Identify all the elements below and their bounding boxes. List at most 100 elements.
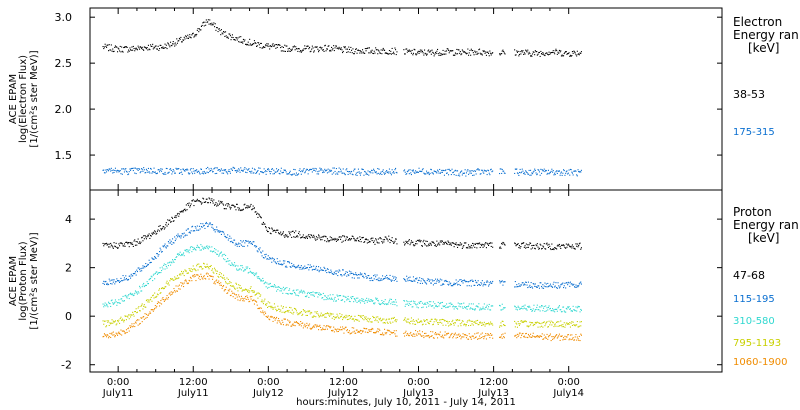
proton-series-5-point xyxy=(536,335,538,337)
proton-series-1-point xyxy=(272,230,274,232)
proton-series-1-point xyxy=(225,204,227,206)
proton-series-5-point xyxy=(247,297,249,299)
proton-series-1-point xyxy=(576,245,578,247)
proton-series-5-point xyxy=(415,333,417,335)
proton-series-1-point xyxy=(428,244,430,246)
electron-series-2-point xyxy=(309,169,311,171)
electron-series-1-point xyxy=(287,50,289,52)
proton-series-4-point xyxy=(344,315,346,317)
proton-series-4-point xyxy=(392,321,394,323)
proton-series-5-point xyxy=(416,335,418,337)
proton-series-3-point xyxy=(550,310,552,312)
proton-series-2-point xyxy=(474,284,476,286)
proton-series-4-point xyxy=(556,321,558,323)
proton-series-2-point xyxy=(108,278,110,280)
electron-series-2-point xyxy=(175,167,177,169)
proton-series-4-point xyxy=(267,306,269,308)
proton-series-1-point xyxy=(349,239,351,241)
electron-series-2-point xyxy=(262,172,264,174)
proton-series-4-point xyxy=(245,289,247,291)
proton-series-1-point xyxy=(224,208,226,210)
proton-series-1-point xyxy=(138,242,140,244)
electron-series-1-point xyxy=(175,44,177,46)
electron-series-1-point xyxy=(527,53,529,55)
proton-series-4-point xyxy=(192,265,194,267)
electron-series-2-point xyxy=(188,173,190,175)
proton-series-5-point xyxy=(536,335,538,337)
electron-series-1-point xyxy=(376,49,378,51)
proton-series-4-point xyxy=(308,311,310,313)
electron-series-1-point xyxy=(333,45,335,47)
electron-series-1-point xyxy=(362,51,364,53)
proton-series-5-point xyxy=(159,305,161,307)
proton-series-3-point xyxy=(144,285,146,287)
proton-series-5-point xyxy=(408,335,410,337)
proton-series-1-point xyxy=(410,240,412,242)
proton-series-2-point xyxy=(170,240,172,242)
proton-series-5-point xyxy=(268,318,270,320)
proton-series-5-point xyxy=(182,283,184,285)
proton-series-3-point xyxy=(371,299,373,301)
proton-series-5-point xyxy=(282,324,284,326)
electron-series-2-point xyxy=(403,170,405,172)
proton-series-3-point xyxy=(139,285,141,287)
proton-series-4-point xyxy=(350,316,352,318)
electron-series-1-point xyxy=(256,45,258,47)
electron-series-2-point xyxy=(218,169,220,171)
electron-series-1-point xyxy=(176,42,178,44)
electron-series-2-point xyxy=(368,174,370,176)
proton-series-2-point xyxy=(340,274,342,276)
proton-series-5-point xyxy=(327,325,329,327)
proton-series-4-point xyxy=(369,318,371,320)
proton-series-5-point xyxy=(467,338,469,340)
proton-series-1-point xyxy=(282,232,284,234)
proton-series-4-point xyxy=(271,307,273,309)
proton-series-1-point xyxy=(450,243,452,245)
electron-series-2-point xyxy=(340,168,342,170)
proton-series-1-point xyxy=(342,240,344,242)
proton-series-4-point xyxy=(475,320,477,322)
proton-series-4-point xyxy=(477,324,479,326)
proton-series-1-point xyxy=(372,237,374,239)
proton-series-4-point xyxy=(424,320,426,322)
proton-series-1-point xyxy=(333,239,335,241)
proton-series-3-point xyxy=(290,293,292,295)
proton-series-5-point xyxy=(158,302,160,304)
electron-series-1-point xyxy=(265,44,267,46)
electron-series-1-point xyxy=(456,48,458,50)
proton-series-4-point xyxy=(130,316,132,318)
proton-series-3-point xyxy=(193,247,195,249)
electron-series-1-point xyxy=(271,46,273,48)
electron-series-2-point xyxy=(119,170,121,172)
electron-series-1-point xyxy=(187,34,189,36)
proton-series-1-point xyxy=(156,232,158,234)
x-tick-date-label: July12 xyxy=(327,388,359,399)
proton-series-3-point xyxy=(122,295,124,297)
proton-series-4-point xyxy=(571,324,573,326)
proton-series-4-point xyxy=(309,310,311,312)
proton-series-5-point xyxy=(171,293,173,295)
proton-series-2-point xyxy=(366,277,368,279)
proton-ytick-label: 2 xyxy=(65,262,72,275)
proton-series-5-point xyxy=(204,277,206,279)
proton-series-5-point xyxy=(450,334,452,336)
proton-series-3-point xyxy=(143,286,145,288)
proton-series-4-point xyxy=(472,320,474,322)
proton-series-5-point xyxy=(386,329,388,331)
proton-series-3-point xyxy=(110,300,112,302)
proton-series-4-point xyxy=(198,263,200,265)
proton-series-5-point xyxy=(535,336,537,338)
proton-series-3-point xyxy=(316,292,318,294)
electron-series-2-point xyxy=(224,170,226,172)
proton-series-1-point xyxy=(249,205,251,207)
proton-series-1-point xyxy=(407,243,409,245)
proton-series-4-point xyxy=(437,322,439,324)
proton-series-5-point xyxy=(143,318,145,320)
proton-series-1-point xyxy=(409,244,411,246)
electron-series-2-point xyxy=(162,173,164,175)
electron-series-1-point xyxy=(207,21,209,23)
electron-series-2-point xyxy=(350,171,352,173)
proton-series-3-point xyxy=(218,255,220,257)
electron-series-2-point xyxy=(571,171,573,173)
proton-series-4-point xyxy=(468,319,470,321)
